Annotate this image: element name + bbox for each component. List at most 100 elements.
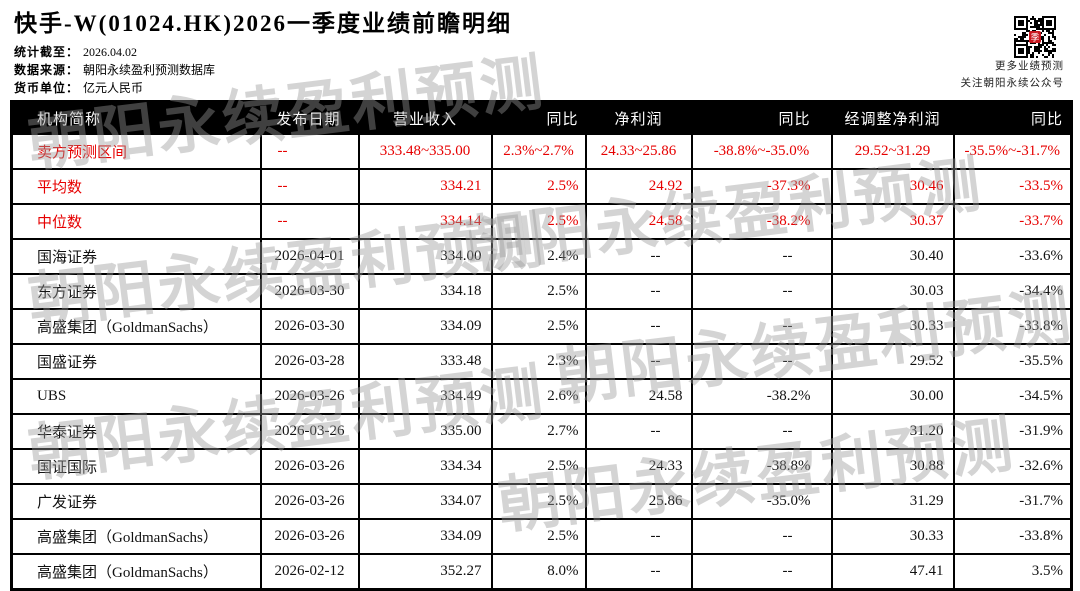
forecast-table: 机构简称 发布日期 营业收入 同比 净利润 同比 经调整净利润 同比 卖方预测区间 -- 333.…: [10, 100, 1073, 591]
table-cell: 334.00: [357, 238, 493, 275]
table-cell: 334.34: [357, 448, 493, 485]
table-cell: 30.40: [830, 238, 955, 275]
table-cell: 30.33: [830, 308, 955, 345]
table-cell: -38.2%: [690, 203, 833, 240]
table-cell: --: [690, 343, 833, 380]
table-cell: 333.48: [357, 343, 493, 380]
table-row: UBS 2026-03-26 334.49 2.6% 24.58 -38.2% 30.00-…: [10, 378, 1073, 415]
column-header: 同比: [952, 100, 1073, 135]
table-cell: 24.58: [584, 203, 693, 240]
table-cell: 2.5%: [490, 518, 587, 555]
table-cell: 30.33: [830, 518, 955, 555]
table-row: 国证国际 2026-03-26 334.34 2.5% 24.33 -38.8% 30.88…: [10, 448, 1073, 485]
table-cell: 2.3%~2.7%: [490, 133, 587, 170]
table-cell: 2.5%: [490, 308, 587, 345]
table-row: 中位数 -- 334.14 2.5% 24.58 -38.2% 30.37 -33.7%: [10, 203, 1073, 240]
table-cell: 2026-03-26: [259, 413, 360, 450]
qr-caption-1: 更多业绩预测: [995, 61, 1064, 72]
column-header: 营业收入: [357, 100, 493, 135]
table-cell: -31.7%: [952, 483, 1073, 520]
table-cell: 2.6%: [490, 378, 587, 415]
table-cell: 广发证券: [10, 483, 262, 520]
table-cell: 2.5%: [490, 483, 587, 520]
table-cell: 24.33~25.86: [584, 133, 693, 170]
table-cell: 24.58: [584, 378, 693, 415]
table-cell: -38.2%: [690, 378, 833, 415]
table-cell: -38.8%~-35.0%: [690, 133, 833, 170]
table-row: 东方证券 2026-03-30 334.18 2.5% -- -- 30.03 -34.4%: [10, 273, 1073, 310]
table-cell: 东方证券: [10, 273, 262, 310]
table-cell: 中位数: [10, 203, 262, 240]
table-row: 高盛集团（GoldmanSachs） 2026-03-30 334.09 2.5% --…: [10, 308, 1073, 345]
column-header: 同比: [490, 100, 587, 135]
table-cell: -35.0%: [690, 483, 833, 520]
table-row: 广发证券 2026-03-26 334.07 2.5% 25.86 -35.0% 31.29…: [10, 483, 1073, 520]
table-cell: 2026-02-12: [259, 553, 360, 591]
table-body: 卖方预测区间 -- 333.48~335.00 2.3%~2.7% 24.33~25.8…: [10, 133, 1073, 591]
table-cell: --: [690, 518, 833, 555]
table-cell: 25.86: [584, 483, 693, 520]
table-cell: 31.20: [830, 413, 955, 450]
table-cell: 24.33: [584, 448, 693, 485]
table-cell: 2.5%: [490, 168, 587, 205]
table-cell: --: [690, 413, 833, 450]
table-cell: -33.6%: [952, 238, 1073, 275]
table-cell: 335.00: [357, 413, 493, 450]
qr-block: 季 更多业绩预测 关注朝阳永续公众号: [961, 16, 1065, 92]
qr-code-icon: 季: [1014, 16, 1056, 58]
table-cell: -33.7%: [952, 203, 1073, 240]
meta-stat-deadline: 统计截至： 2026.04.02: [14, 43, 512, 61]
table-cell: 国盛证券: [10, 343, 262, 380]
meta-block: 统计截至： 2026.04.02 数据来源： 朝阳永续盈利预测数据库 货币单位： 亿元…: [14, 43, 512, 97]
table-row: 华泰证券 2026-03-26 335.00 2.7% -- -- 31.20 -31.9%: [10, 413, 1073, 450]
table-cell: 334.07: [357, 483, 493, 520]
table-cell: --: [584, 413, 693, 450]
table-cell: 2.5%: [490, 448, 587, 485]
table-cell: -33.8%: [952, 518, 1073, 555]
column-header: 机构简称: [10, 100, 262, 135]
qr-caption-2: 关注朝阳永续公众号: [960, 78, 1064, 89]
table-cell: -33.5%: [952, 168, 1073, 205]
column-header: 发布日期: [259, 100, 360, 135]
svg-text:季: 季: [1030, 32, 1039, 44]
table-cell: 334.14: [357, 203, 493, 240]
table-row: 高盛集团（GoldmanSachs） 2026-02-12 352.27 8.0% --…: [10, 553, 1073, 591]
table-cell: 高盛集团（GoldmanSachs）: [10, 553, 262, 591]
table-cell: -38.8%: [690, 448, 833, 485]
table-cell: --: [690, 308, 833, 345]
page-title: 快手-W(01024.HK)2026一季度业绩前瞻明细: [14, 11, 513, 36]
table-cell: 333.48~335.00: [357, 133, 493, 170]
table-cell: 30.46: [830, 168, 955, 205]
table-cell: 30.88: [830, 448, 955, 485]
table-cell: 华泰证券: [10, 413, 262, 450]
table-cell: 平均数: [10, 168, 262, 205]
table-cell: 8.0%: [490, 553, 587, 591]
table-row: 国盛证券 2026-03-28 333.48 2.3% -- -- 29.52 -35.5%: [10, 343, 1073, 380]
table-cell: -31.9%: [952, 413, 1073, 450]
table-cell: --: [259, 168, 360, 205]
table-cell: 334.21: [357, 168, 493, 205]
table-cell: -34.4%: [952, 273, 1073, 310]
table-cell: 47.41: [830, 553, 955, 591]
table-cell: --: [690, 553, 833, 591]
table-cell: 2026-03-28: [259, 343, 360, 380]
table-cell: --: [690, 273, 833, 310]
table-cell: 高盛集团（GoldmanSachs）: [10, 308, 262, 345]
meta-currency-unit: 货币单位： 亿元人民币: [14, 79, 512, 97]
meta-value: 朝阳永续盈利预测数据库: [83, 63, 216, 77]
meta-data-source: 数据来源： 朝阳永续盈利预测数据库: [14, 61, 512, 79]
table-cell: UBS: [10, 378, 262, 415]
table-cell: --: [259, 203, 360, 240]
table-cell: 卖方预测区间: [10, 133, 262, 170]
meta-label: 统计截至：: [14, 45, 80, 59]
table-cell: --: [584, 553, 693, 591]
table-cell: --: [584, 308, 693, 345]
table-cell: 31.29: [830, 483, 955, 520]
table-cell: 24.92: [584, 168, 693, 205]
table-cell: -35.5%~-31.7%: [952, 133, 1073, 170]
table-cell: 352.27: [357, 553, 493, 591]
table-cell: 国海证券: [10, 238, 262, 275]
table-cell: -32.6%: [952, 448, 1073, 485]
table-cell: 国证国际: [10, 448, 262, 485]
table-cell: --: [690, 238, 833, 275]
